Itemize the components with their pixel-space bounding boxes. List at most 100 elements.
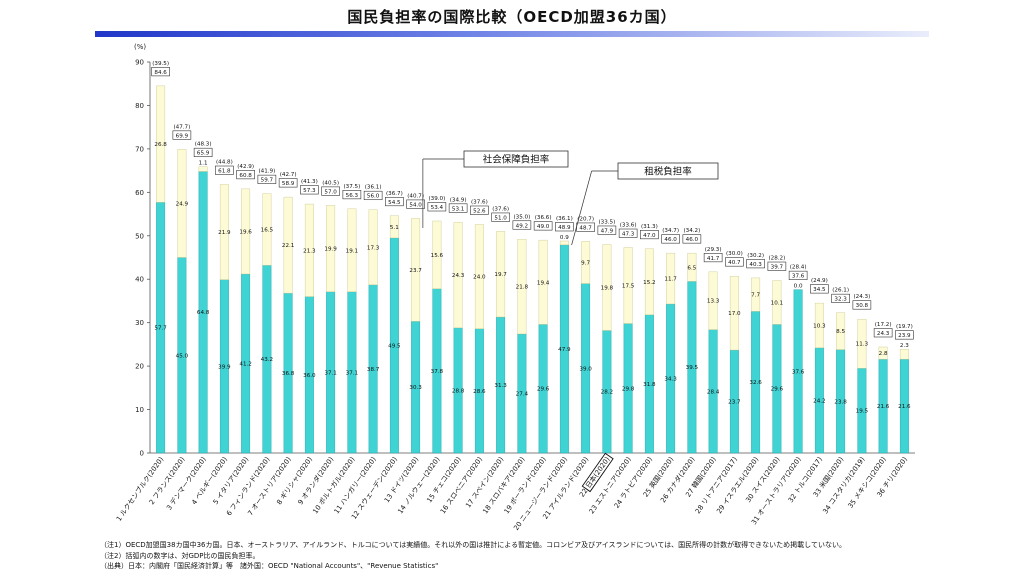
note-2: （注2）括弧内の数字は、対GDP比の国民負担率。 [100, 551, 260, 560]
label-total-value: 60.8 [239, 173, 252, 179]
title-underline-bar [95, 31, 929, 37]
label-social-security-value: 24.3 [452, 273, 465, 279]
label-total-value: 23.9 [898, 333, 911, 339]
y-tick-label: 40 [135, 276, 144, 284]
label-total-value: 48.9 [558, 225, 571, 231]
bar-social-security [644, 248, 654, 316]
country-label: 35 メキシコ(2020) [846, 455, 888, 510]
total-box [618, 228, 638, 238]
bar-social-security [496, 231, 506, 318]
label-gdp-ratio: (28.2) [768, 256, 785, 262]
callout-text-social-security: 社会保障負担率 [483, 154, 550, 166]
country-label: 24 ラトビア(2020) [612, 455, 654, 510]
total-box [491, 212, 510, 222]
label-social-security-value: 17.3 [367, 245, 380, 251]
total-box [278, 178, 298, 188]
label-total-value: 57.3 [303, 188, 316, 194]
highlight-box-japan [581, 452, 614, 493]
total-box [406, 199, 425, 209]
label-total-value: 56.3 [346, 193, 359, 199]
label-tax-value: 49.5 [388, 343, 401, 349]
label-gdp-ratio: (26.1) [832, 288, 849, 294]
y-tick-label: 30 [135, 319, 144, 327]
label-tax-value: 30.3 [409, 385, 422, 391]
country-label: 3 デンマーク(2020) [164, 455, 208, 512]
total-box [703, 253, 723, 263]
label-total-value: 59.7 [261, 178, 274, 184]
label-social-security-value: 13.3 [707, 299, 720, 305]
label-total-value: 52.6 [473, 208, 486, 214]
y-tick-label: 60 [135, 189, 144, 197]
bar-social-security [432, 220, 442, 289]
y-axis-unit: (%) [134, 43, 146, 51]
label-tax-value: 23.7 [728, 400, 741, 406]
label-social-security-value: 26.8 [154, 142, 167, 148]
label-total-value: 54.5 [388, 200, 401, 206]
total-box [788, 270, 808, 280]
label-gdp-ratio: (29.3) [705, 247, 722, 253]
bar-social-security [474, 224, 484, 329]
label-tax-value: 64.8 [197, 310, 210, 316]
label-tax-value: 21.6 [898, 404, 911, 410]
label-tax-value: 39.9 [218, 364, 231, 370]
bar-social-security [177, 149, 187, 258]
label-tax-value: 36.0 [303, 373, 316, 379]
label-tax-value: 41.2 [239, 362, 251, 368]
total-box [682, 234, 702, 244]
label-gdp-ratio: (41.3) [301, 179, 318, 185]
label-total-value: 24.3 [877, 331, 890, 337]
label-gdp-ratio: (34.7) [662, 228, 679, 234]
label-social-security-value: 6.5 [687, 265, 696, 271]
total-box [597, 225, 617, 235]
label-total-value: 84.6 [154, 70, 167, 76]
label-gdp-ratio: (24.9) [811, 278, 828, 284]
label-total-value: 65.9 [197, 151, 210, 157]
label-total-value: 69.9 [176, 133, 189, 139]
label-tax-value: 29.8 [622, 386, 635, 392]
label-gdp-ratio: (48.3) [195, 142, 212, 148]
bar-tax [793, 289, 803, 454]
label-tax-value: 37.8 [431, 369, 444, 375]
page-title: 国民負担率の国際比較（OECD加盟36カ国） [347, 8, 677, 26]
label-gdp-ratio: (33.6) [620, 223, 637, 229]
bar-social-security [326, 205, 336, 293]
label-total-value: 47.9 [601, 228, 614, 234]
total-box [385, 196, 404, 207]
label-gdp-ratio: (34.2) [683, 228, 700, 234]
bar-social-security [368, 209, 378, 286]
label-gdp-ratio: (35.0) [513, 214, 530, 220]
total-box [300, 185, 319, 195]
label-gdp-ratio: (39.5) [152, 61, 169, 67]
label-tax-value: 29.6 [537, 387, 550, 393]
bar-social-security [814, 302, 824, 349]
label-tax-value: 37.1 [346, 370, 359, 376]
label-gdp-ratio: (33.5) [598, 219, 615, 225]
label-social-security-value: 5.1 [390, 225, 399, 231]
label-social-security-value: 21.8 [516, 285, 529, 291]
bar-social-security [708, 271, 718, 330]
label-gdp-ratio: (19.7) [896, 324, 913, 330]
total-box [448, 203, 468, 213]
bar-social-security [729, 275, 739, 351]
label-social-security-value: 8.5 [836, 329, 845, 335]
label-gdp-ratio: (37.6) [492, 206, 509, 212]
label-social-security-value: 15.2 [643, 280, 655, 286]
bar-social-security [666, 252, 676, 305]
label-social-security-value: 2.3 [900, 343, 909, 349]
label-total-value: 54.0 [409, 202, 422, 208]
label-social-security-value: 22.1 [282, 243, 295, 249]
total-box [321, 186, 340, 196]
bar-social-security [198, 166, 208, 172]
y-tick-label: 90 [135, 59, 144, 67]
label-gdp-ratio: (42.9) [237, 164, 254, 170]
bar-social-security [687, 252, 697, 282]
label-social-security-value: 17.5 [622, 284, 635, 290]
footnotes: （注1）OECD加盟国38カ国中36カ国。日本、オーストラリア、アイルランド、ト… [100, 540, 1000, 572]
label-social-security-value: 19.1 [346, 248, 359, 254]
bar-social-security [559, 240, 569, 246]
label-tax-value: 43.2 [261, 357, 273, 363]
label-social-security-value: 24.9 [176, 201, 189, 207]
chart-bars [156, 85, 909, 454]
label-social-security-value: 21.9 [218, 230, 231, 236]
